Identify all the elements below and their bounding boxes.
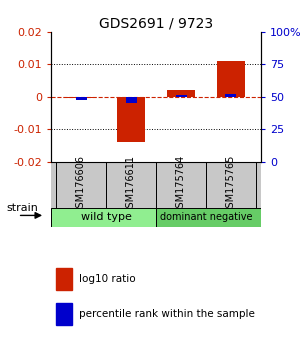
- Bar: [106, 162, 156, 208]
- Text: GSM176606: GSM176606: [76, 155, 86, 214]
- Bar: [217, 61, 245, 97]
- Bar: [76, 97, 86, 100]
- Bar: [156, 162, 206, 208]
- Text: GSM175765: GSM175765: [226, 155, 236, 215]
- Bar: [167, 90, 195, 97]
- Bar: [176, 95, 187, 97]
- Text: GSM176611: GSM176611: [126, 155, 136, 214]
- Text: log10 ratio: log10 ratio: [79, 274, 136, 284]
- Bar: [51, 208, 156, 227]
- Bar: [156, 208, 261, 227]
- Text: wild type: wild type: [81, 212, 131, 222]
- Bar: [117, 97, 145, 142]
- Bar: [56, 303, 72, 325]
- Bar: [206, 162, 256, 208]
- Text: percentile rank within the sample: percentile rank within the sample: [79, 309, 255, 319]
- Bar: [125, 97, 136, 103]
- Text: strain: strain: [6, 203, 38, 213]
- Text: GSM175764: GSM175764: [176, 155, 186, 215]
- Bar: [226, 93, 236, 97]
- Title: GDS2691 / 9723: GDS2691 / 9723: [99, 17, 213, 31]
- Bar: [56, 162, 106, 208]
- Bar: [56, 268, 72, 290]
- Text: dominant negative: dominant negative: [160, 212, 252, 222]
- Bar: [67, 97, 95, 98]
